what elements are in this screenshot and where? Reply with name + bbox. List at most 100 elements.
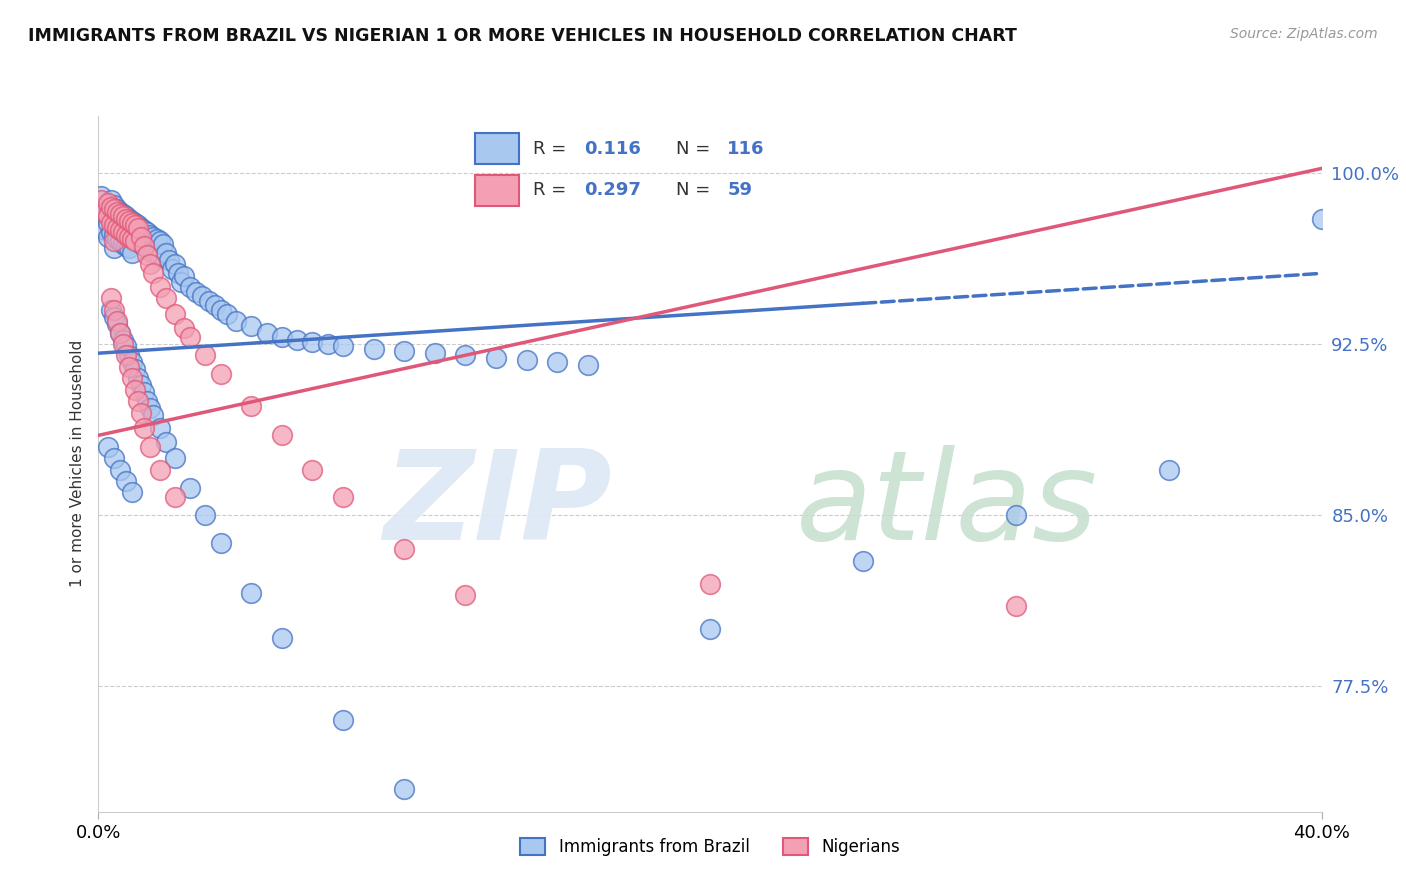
Text: Source: ZipAtlas.com: Source: ZipAtlas.com [1230,27,1378,41]
Point [108,326,131,340]
Point [100,210,122,224]
Point [124,232,146,246]
Point [204,298,226,312]
Point [105,232,128,246]
Point [97,200,120,214]
Point [163,451,186,466]
Point [115,211,138,226]
Point [97,210,120,224]
Point [142,245,165,260]
Point [240,585,263,599]
Text: 59: 59 [727,181,752,200]
Point [111,210,134,224]
Point [97,195,120,210]
Point [194,349,217,363]
Point [121,216,143,230]
Text: R =: R = [533,139,567,158]
Point [90,194,112,208]
Point [149,235,172,249]
Point [173,321,195,335]
Point [256,326,278,340]
Point [179,481,201,495]
Point [145,248,167,262]
Point [155,245,177,260]
Point [129,378,152,392]
Text: IMMIGRANTS FROM BRAZIL VS NIGERIAN 1 OR MORE VEHICLES IN HOUSEHOLD CORRELATION C: IMMIGRANTS FROM BRAZIL VS NIGERIAN 1 OR … [28,27,1017,45]
Point [115,339,138,353]
Point [392,542,416,557]
Text: 116: 116 [727,139,765,158]
Point [270,632,292,646]
Point [115,210,138,224]
Point [142,266,165,280]
Point [852,554,875,568]
Point [127,235,149,249]
Point [115,227,138,242]
Point [1004,599,1026,614]
Point [124,383,146,397]
Point [97,216,120,230]
Point [215,307,238,321]
Point [139,440,162,454]
Point [163,490,186,504]
Point [129,220,152,235]
Point [105,219,128,233]
Point [103,302,125,317]
Point [103,310,125,324]
Point [129,405,152,419]
Point [103,241,125,255]
Point [240,399,263,413]
Point [108,223,131,237]
Point [454,828,477,842]
Point [115,349,138,363]
Point [121,371,143,385]
Point [155,292,177,306]
Text: 0.297: 0.297 [585,181,641,200]
Point [454,588,477,602]
Point [157,252,180,267]
Text: N =: N = [676,181,710,200]
Point [301,334,323,349]
Point [134,239,156,253]
Point [145,232,167,246]
Point [179,330,201,344]
Point [105,204,128,219]
Point [129,236,152,251]
Y-axis label: 1 or more Vehicles in Household: 1 or more Vehicles in Household [69,340,84,588]
Point [136,394,159,409]
Point [121,355,143,369]
Point [332,714,354,728]
Point [115,239,138,253]
Point [139,401,162,415]
Point [121,485,143,500]
Point [179,280,201,294]
Point [111,225,134,239]
Point [186,285,208,299]
Point [108,462,131,476]
Point [149,251,172,265]
Point [209,535,232,549]
Point [139,244,162,258]
Point [111,333,134,347]
FancyBboxPatch shape [475,133,519,164]
Point [240,318,263,333]
Point [115,474,138,488]
Point [121,230,143,244]
Legend: Immigrants from Brazil, Nigerians: Immigrants from Brazil, Nigerians [513,831,907,863]
Point [363,342,385,356]
Point [93,223,115,237]
Point [108,326,131,340]
Point [108,220,131,235]
Point [485,351,508,365]
Point [115,225,138,239]
Point [121,214,143,228]
Text: ZIP: ZIP [384,445,612,566]
Point [105,314,128,328]
Text: atlas: atlas [796,445,1098,566]
Point [111,223,134,237]
Point [1157,462,1180,476]
Point [134,384,156,399]
Point [127,394,149,409]
Point [316,337,339,351]
Point [100,200,122,214]
